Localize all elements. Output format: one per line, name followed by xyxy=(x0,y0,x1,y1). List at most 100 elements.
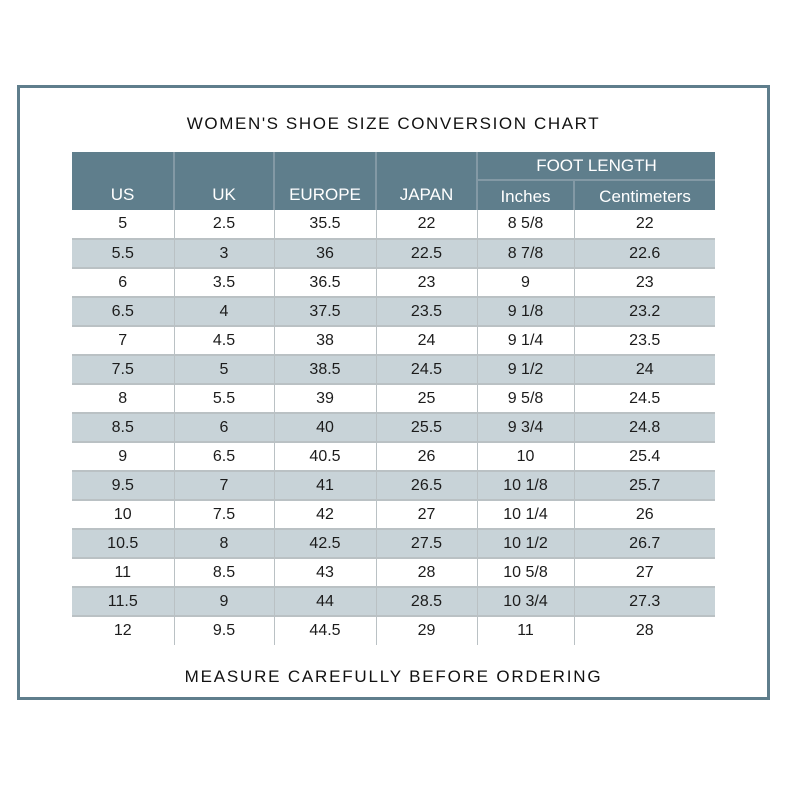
table-cell: 9 xyxy=(72,441,174,471)
size-table-body: 5 2.5 35.5 22 8 5/8 22 5.5 3 36 22.5 8 7/8 22.6 6 3.5… xyxy=(72,210,715,645)
table-cell: 27 xyxy=(573,557,715,587)
table-cell: 24.5 xyxy=(375,354,477,384)
table-row: 10 7.5 42 27 10 1/4 26 xyxy=(72,499,715,529)
column-group-foot-length: FOOT LENGTH xyxy=(476,152,715,181)
table-cell: 27.3 xyxy=(573,586,715,616)
table-cell: 6 xyxy=(173,412,274,442)
table-cell: 26.5 xyxy=(375,470,477,500)
size-conversion-table: US UK EUROPE JAPAN FOOT LENGTH Inches Ce… xyxy=(72,152,715,645)
column-header-us: US xyxy=(72,152,174,210)
table-row: 7 4.5 38 24 9 1/4 23.5 xyxy=(72,325,715,355)
table-row: 11 8.5 43 28 10 5/8 27 xyxy=(72,557,715,587)
table-cell: 10 3/4 xyxy=(476,586,574,616)
table-cell: 8 xyxy=(173,528,274,558)
table-cell: 3 xyxy=(173,238,274,268)
table-cell: 8 7/8 xyxy=(476,238,574,268)
table-cell: 3.5 xyxy=(173,267,274,297)
table-cell: 28.5 xyxy=(375,586,477,616)
table-cell: 39 xyxy=(273,383,376,413)
table-cell: 7 xyxy=(72,325,174,355)
table-row: 8.5 6 40 25.5 9 3/4 24.8 xyxy=(72,412,715,442)
table-cell: 10 1/2 xyxy=(476,528,574,558)
table-cell: 42 xyxy=(273,499,376,529)
table-cell: 22.5 xyxy=(375,238,477,268)
table-cell: 44 xyxy=(273,586,376,616)
table-cell: 28 xyxy=(573,615,715,645)
table-cell: 27.5 xyxy=(375,528,477,558)
table-cell: 38.5 xyxy=(273,354,376,384)
table-cell: 7.5 xyxy=(72,354,174,384)
table-cell: 25.7 xyxy=(573,470,715,500)
table-cell: 6.5 xyxy=(72,296,174,326)
column-header-europe: EUROPE xyxy=(273,152,376,210)
column-header-japan: JAPAN xyxy=(375,152,477,210)
header-row-sub: Inches Centimeters xyxy=(72,180,715,210)
table-cell: 11 xyxy=(72,557,174,587)
table-cell: 9 5/8 xyxy=(476,383,574,413)
table-cell: 2.5 xyxy=(173,210,274,239)
table-cell: 29 xyxy=(375,615,477,645)
table-cell: 26 xyxy=(573,499,715,529)
column-header-inches: Inches xyxy=(476,180,574,210)
table-cell: 8 xyxy=(72,383,174,413)
table-header: US UK EUROPE JAPAN FOOT LENGTH Inches Ce… xyxy=(72,152,715,210)
header-row-top: US UK EUROPE JAPAN FOOT LENGTH xyxy=(72,152,715,210)
table-cell: 23.5 xyxy=(573,325,715,355)
table-cell: 42.5 xyxy=(273,528,376,558)
table-cell: 10 1/4 xyxy=(476,499,574,529)
table-cell: 10 xyxy=(476,441,574,471)
table-cell: 40 xyxy=(273,412,376,442)
table-cell: 24.8 xyxy=(573,412,715,442)
table-cell: 37.5 xyxy=(273,296,376,326)
table-cell: 10 1/8 xyxy=(476,470,574,500)
table-row: 10.5 8 42.5 27.5 10 1/2 26.7 xyxy=(72,528,715,558)
page-title: WOMEN'S SHOE SIZE CONVERSION CHART xyxy=(186,114,601,133)
table-cell: 23 xyxy=(573,267,715,297)
table-cell: 12 xyxy=(72,615,174,645)
table-cell: 25 xyxy=(375,383,477,413)
column-header-uk: UK xyxy=(173,152,274,210)
table-cell: 10 xyxy=(72,499,174,529)
table-cell: 24.5 xyxy=(573,383,715,413)
table-cell: 9 1/4 xyxy=(476,325,574,355)
table-cell: 26 xyxy=(375,441,477,471)
table-cell: 22.6 xyxy=(573,238,715,268)
table-cell: 40.5 xyxy=(273,441,376,471)
table-cell: 5.5 xyxy=(173,383,274,413)
table-cell: 8 5/8 xyxy=(476,210,574,239)
table-cell: 22 xyxy=(375,210,477,239)
table-cell: 38 xyxy=(273,325,376,355)
chart-frame: WOMEN'S SHOE SIZE CONVERSION CHART US UK… xyxy=(17,85,770,700)
table-row: 6.5 4 37.5 23.5 9 1/8 23.2 xyxy=(72,296,715,326)
table-cell: 11 xyxy=(476,615,574,645)
table-cell: 8.5 xyxy=(72,412,174,442)
table-cell: 36 xyxy=(273,238,376,268)
table-cell: 7 xyxy=(173,470,274,500)
table-cell: 23 xyxy=(375,267,477,297)
column-header-centimeters: Centimeters xyxy=(573,180,715,210)
table-cell: 24 xyxy=(573,354,715,384)
table-cell: 6 xyxy=(72,267,174,297)
table-cell: 5 xyxy=(173,354,274,384)
table-cell: 9 xyxy=(476,267,574,297)
table-cell: 9 1/2 xyxy=(476,354,574,384)
table-cell: 11.5 xyxy=(72,586,174,616)
table-cell: 36.5 xyxy=(273,267,376,297)
table-row: 7.5 5 38.5 24.5 9 1/2 24 xyxy=(72,354,715,384)
table-cell: 4.5 xyxy=(173,325,274,355)
table-cell: 4 xyxy=(173,296,274,326)
table-row: 5 2.5 35.5 22 8 5/8 22 xyxy=(72,210,715,239)
table-cell: 9 3/4 xyxy=(476,412,574,442)
table-row: 5.5 3 36 22.5 8 7/8 22.6 xyxy=(72,238,715,268)
table-cell: 10 5/8 xyxy=(476,557,574,587)
table-cell: 9.5 xyxy=(173,615,274,645)
table-cell: 7.5 xyxy=(173,499,274,529)
table-cell: 25.4 xyxy=(573,441,715,471)
table-cell: 43 xyxy=(273,557,376,587)
table-cell: 23.5 xyxy=(375,296,477,326)
table-cell: 22 xyxy=(573,210,715,239)
table-cell: 9 xyxy=(173,586,274,616)
table-cell: 24 xyxy=(375,325,477,355)
table-cell: 35.5 xyxy=(273,210,376,239)
table-cell: 5.5 xyxy=(72,238,174,268)
